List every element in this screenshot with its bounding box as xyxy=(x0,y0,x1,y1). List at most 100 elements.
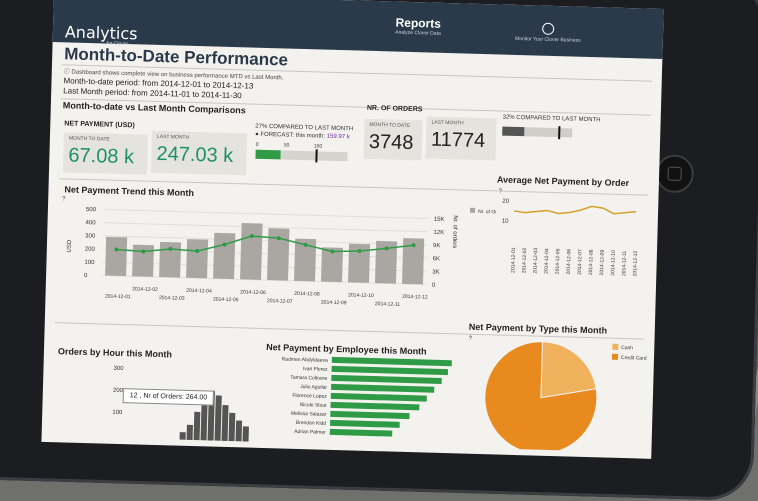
y-tick-label: 200 xyxy=(113,388,124,394)
home-button[interactable] xyxy=(655,154,695,194)
legend-label: Credit Card xyxy=(621,355,647,362)
hour-bar xyxy=(214,395,222,441)
tick: 50 xyxy=(283,142,290,149)
hour-bar xyxy=(242,426,249,442)
employee-name: Julio Aguilar xyxy=(300,384,327,391)
x-tick-label: 2014-12-06 xyxy=(566,249,573,275)
nav-reports[interactable]: Reports Analyze Clover Data xyxy=(373,15,464,38)
hour-bar xyxy=(235,420,243,442)
order-bar xyxy=(374,240,398,284)
x-tick-label: 2014-12-05 xyxy=(555,248,562,274)
employee-name: Brendan Kidd xyxy=(296,420,327,427)
employee-name: Adrian Palmer xyxy=(294,429,326,436)
x-tick-label: 2014-12-08 xyxy=(588,249,595,275)
employee-bar xyxy=(331,356,452,367)
gridline xyxy=(103,208,428,220)
forecast-label: ● FORECAST: this month: 159.97 k xyxy=(255,131,350,141)
y2-tick-label: 12K xyxy=(433,230,444,236)
hour-bar xyxy=(221,405,229,442)
order-bar xyxy=(105,236,128,277)
tick: 0 xyxy=(255,141,259,148)
y-tick-label: 500 xyxy=(86,207,97,213)
order-bar xyxy=(213,232,236,280)
card-label: LAST MONTH xyxy=(431,119,464,127)
payment-gauge xyxy=(255,149,348,163)
x-tick-label: 2014-12-10 xyxy=(610,250,617,276)
x-tick-label: 2014-12-05 xyxy=(213,297,239,304)
y-tick-label: 400 xyxy=(85,220,96,226)
payment-point xyxy=(357,248,362,253)
payment-point xyxy=(222,242,227,247)
employee-bar xyxy=(329,428,393,437)
employee-name: Ivan Florez xyxy=(303,366,328,373)
last-payment-value: 247.03 k xyxy=(156,142,234,168)
x-tick-label: 2014-12-02 xyxy=(132,286,158,293)
order-bar xyxy=(348,243,371,283)
legend-swatch xyxy=(611,353,619,360)
x-tick-label: 2014-12-12 xyxy=(402,294,428,301)
pie-slice xyxy=(540,341,597,399)
employee-bar xyxy=(330,392,427,402)
mtd-orders-card: MONTH TO DATE 3748 xyxy=(363,118,423,161)
info-icon: ⓘ xyxy=(63,69,72,76)
nav-monitor[interactable]: Monitor Your Clover Business xyxy=(493,18,604,44)
mtd-payment-card: MONTH TO DATE 67.08 k xyxy=(62,132,149,175)
employee-bar xyxy=(331,374,442,384)
y-tick-label: 20 xyxy=(502,199,510,205)
payment-gauge-ticks: 0 50 100 xyxy=(256,142,346,151)
y2-tick-label: 3K xyxy=(432,269,440,275)
payment-point xyxy=(276,236,281,241)
x-tick-label: 2014-12-09 xyxy=(599,250,606,276)
payment-point xyxy=(384,246,389,251)
x-tick-label: 2014-12-09 xyxy=(321,300,347,307)
gridline xyxy=(103,235,428,246)
employee-bar xyxy=(330,383,435,393)
gauge-marker xyxy=(558,126,561,140)
nav-reports-sub: Analyze Clover Data xyxy=(395,29,441,37)
y-axis-label: USD xyxy=(67,239,73,252)
y-tick-label: 300 xyxy=(113,366,124,372)
avg-line xyxy=(513,205,637,215)
last-orders-card: LAST MONTH 11774 xyxy=(425,116,497,161)
legend-swatch xyxy=(470,197,476,203)
order-bar xyxy=(267,228,290,281)
y-tick-label: 100 xyxy=(112,410,123,416)
x-tick-label: 2014-12-12 xyxy=(632,250,639,276)
y-tick-label: 10 xyxy=(502,219,510,225)
order-bar xyxy=(294,238,317,282)
card-label: LAST MONTH xyxy=(156,133,190,141)
last-payment-card: LAST MONTH 247.03 k xyxy=(150,130,248,176)
y2-tick-label: 9K xyxy=(433,243,441,249)
hour-bar xyxy=(193,411,201,441)
forecast-value: 159.97 k xyxy=(326,133,350,141)
nav-monitor-sub: Monitor Your Clover Business xyxy=(514,35,581,44)
x-tick-label: 2014-12-03 xyxy=(533,248,540,274)
orders-gauge xyxy=(502,126,573,140)
x-tick-label: 2014-12-01 xyxy=(510,247,517,273)
forecast-text: FORECAST: this month: xyxy=(260,131,326,140)
order-bar xyxy=(186,239,209,279)
payment-point xyxy=(249,234,254,239)
order-bar xyxy=(132,244,154,277)
x-tick-label: 2014-12-10 xyxy=(348,292,374,299)
x-tick-label: 2014-12-08 xyxy=(294,291,320,298)
y2-axis-label: Nr. of orders xyxy=(451,215,458,248)
gridline xyxy=(103,222,428,233)
clock-icon xyxy=(541,22,555,35)
employee-bar xyxy=(330,410,410,420)
legend-label: Nr. of Orders xyxy=(478,209,496,216)
help-icon[interactable]: ? xyxy=(468,335,472,342)
gauge-fill xyxy=(502,126,525,137)
payment-point xyxy=(141,249,146,254)
dashboard-screen: Analytics for Clover Reports Analyze Clo… xyxy=(41,0,664,459)
order-bar xyxy=(159,241,182,278)
employee-name: Florence Lopez xyxy=(292,393,327,400)
employee-bar xyxy=(330,401,420,411)
mtd-orders-value: 3748 xyxy=(368,130,414,155)
payment-point xyxy=(303,242,308,247)
x-tick-label: 2014-12-03 xyxy=(159,295,185,302)
card-label: MONTH TO DATE xyxy=(68,135,110,143)
hour-bar xyxy=(186,424,193,441)
payment-point xyxy=(330,249,335,254)
gridline xyxy=(102,274,426,286)
